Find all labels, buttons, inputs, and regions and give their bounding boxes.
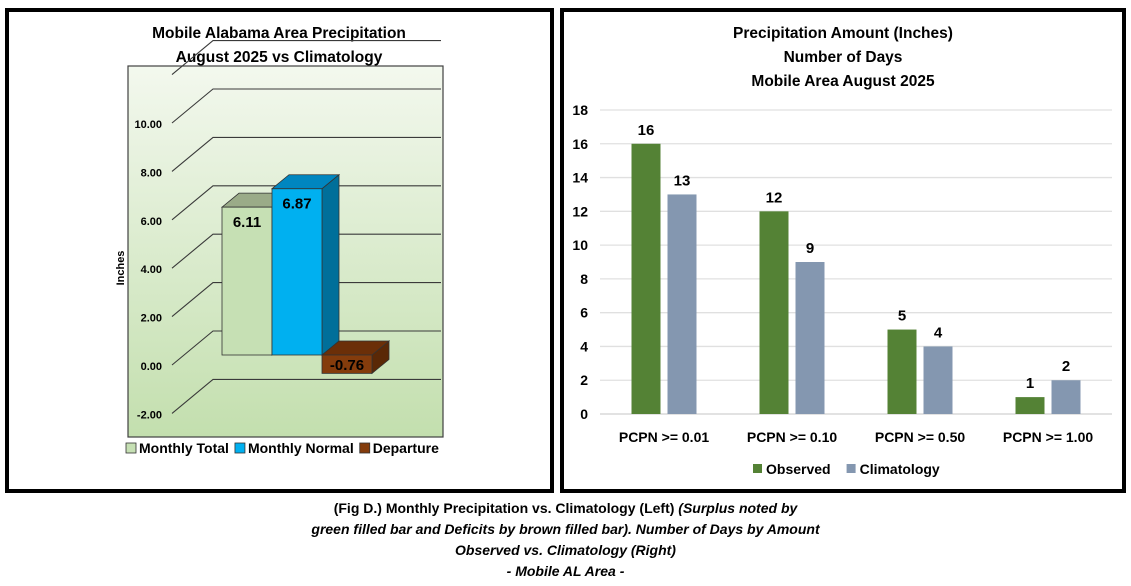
y-tick-label: 12 xyxy=(572,203,588,219)
gridline xyxy=(171,136,441,172)
caption-line3: Observed vs. Climatology (Right) xyxy=(455,542,676,558)
figure-caption: (Fig D.) Monthly Precipitation vs. Clima… xyxy=(0,498,1131,582)
y-tick-label: 0.00 xyxy=(141,361,162,373)
legend-item: Monthly Total xyxy=(125,440,229,456)
y-tick-label: 8 xyxy=(580,271,588,287)
legend-label: Climatology xyxy=(860,461,940,477)
y-tick-label: 10 xyxy=(572,237,588,253)
bar-observed xyxy=(759,211,789,414)
y-tick-label: 18 xyxy=(572,102,588,118)
y-tick-label: -2.00 xyxy=(137,409,162,421)
caption-line1-italic: (Surplus noted by xyxy=(678,500,798,516)
y-tick-label: 4 xyxy=(580,338,588,354)
y-tick-label: 16 xyxy=(572,136,588,152)
x-tick-label: PCPN >= 0.50 xyxy=(875,429,965,445)
y-tick-label: 6.00 xyxy=(141,216,162,228)
legend-label: Monthly Normal xyxy=(248,440,354,456)
bar-front-face xyxy=(321,354,373,374)
bar-data-label: 5 xyxy=(898,308,906,325)
bar-data-label: 6.87 xyxy=(282,196,311,213)
x-tick-label: PCPN >= 0.01 xyxy=(619,429,709,445)
bar-front-face xyxy=(221,206,273,356)
right-chart-title-line2: Number of Days xyxy=(784,49,903,66)
y-tick-label: 2 xyxy=(580,372,588,388)
caption-line1-normal: (Fig D.) Monthly Precipitation vs. Clima… xyxy=(333,500,679,516)
gridline xyxy=(171,282,441,318)
legend-item: Climatology xyxy=(846,461,940,477)
legend-swatch xyxy=(234,442,246,454)
y-tick-label: 4.00 xyxy=(141,264,162,276)
gridline xyxy=(171,40,441,76)
legend-swatch xyxy=(125,442,137,454)
bar-observed xyxy=(1015,397,1045,414)
legend-swatch xyxy=(753,464,762,473)
right-chart-title-line1: Precipitation Amount (Inches) xyxy=(733,25,953,42)
left-chart-title-line1: Mobile Alabama Area Precipitation xyxy=(152,25,406,42)
bar-data-label: 1 xyxy=(1026,375,1034,392)
bar-climatology xyxy=(795,262,825,414)
left-chart-title-line2: August 2025 vs Climatology xyxy=(176,49,383,66)
x-tick-label: PCPN >= 0.10 xyxy=(747,429,837,445)
bar-data-label: 9 xyxy=(806,240,814,257)
gridline xyxy=(171,185,441,221)
bar-data-label: 12 xyxy=(766,189,783,206)
bar-observed xyxy=(631,143,661,414)
left-y-axis-label: Inches xyxy=(115,251,127,286)
legend-label: Departure xyxy=(373,440,439,456)
x-tick-label: PCPN >= 1.00 xyxy=(1003,429,1093,445)
bar-data-label: -0.76 xyxy=(330,357,364,374)
y-tick-label: 8.00 xyxy=(141,167,162,179)
legend-label: Observed xyxy=(766,461,831,477)
bar-climatology xyxy=(923,346,953,414)
caption-line2: green filled bar and Deficits by brown f… xyxy=(311,521,820,537)
right-chart-title-line3: Mobile Area August 2025 xyxy=(751,73,935,90)
bar-observed xyxy=(887,329,917,414)
bar-data-label: 2 xyxy=(1062,358,1070,375)
bar-data-label: 4 xyxy=(934,324,943,341)
legend-swatch xyxy=(359,442,371,454)
bar-climatology xyxy=(1051,380,1081,414)
legend-item: Monthly Normal xyxy=(234,440,354,456)
bar-climatology xyxy=(667,194,697,414)
y-tick-label: 14 xyxy=(572,170,588,186)
legend-swatch xyxy=(846,464,856,473)
bar-data-label: 6.11 xyxy=(233,214,261,231)
bar-data-label: 13 xyxy=(674,172,691,189)
bar-departure: -0.76 xyxy=(320,340,391,375)
y-tick-label: 2.00 xyxy=(141,313,162,325)
bar-data-label: 16 xyxy=(638,122,655,139)
legend-item: Departure xyxy=(359,440,439,456)
y-tick-label: 10.00 xyxy=(134,119,162,131)
gridline xyxy=(171,378,441,414)
legend-item: Observed xyxy=(753,461,831,477)
gridline xyxy=(171,330,441,366)
gridline xyxy=(171,233,441,269)
caption-line4: - Mobile AL Area - xyxy=(506,563,625,579)
legend-label: Monthly Total xyxy=(139,440,229,456)
bar-front-face xyxy=(271,188,323,356)
y-tick-label: 6 xyxy=(580,305,588,321)
y-tick-label: 0 xyxy=(580,406,588,422)
gridline xyxy=(171,88,441,124)
